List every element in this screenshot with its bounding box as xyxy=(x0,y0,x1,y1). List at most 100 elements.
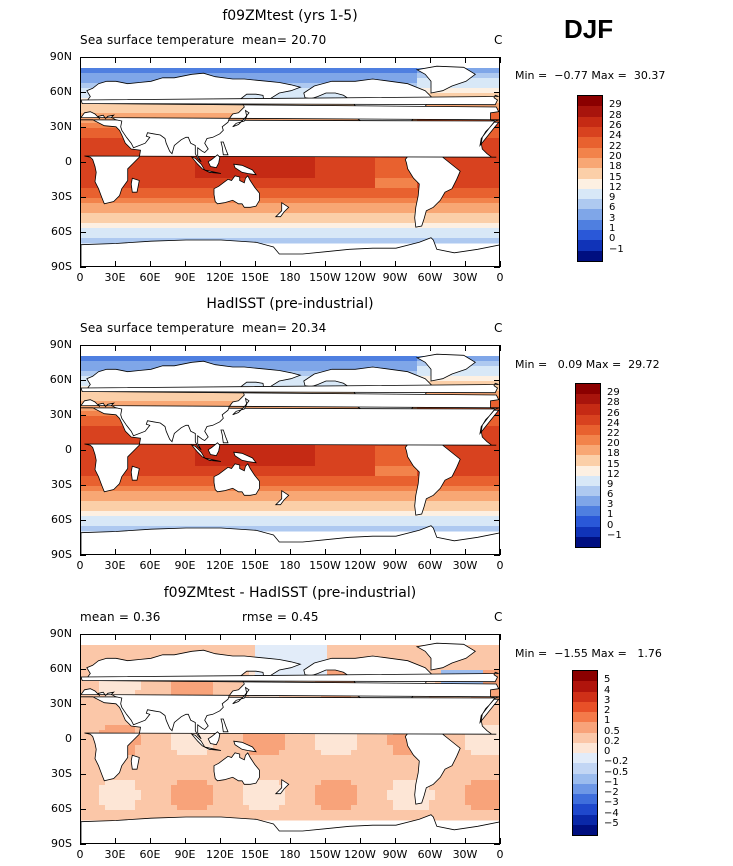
colorbar-segment xyxy=(573,824,597,835)
lon-tick-label: 30W xyxy=(452,848,478,861)
colorbar xyxy=(577,95,603,262)
colorbar-label: 18 xyxy=(609,161,622,173)
lon-tick-label: 0 xyxy=(496,271,504,284)
lat-tick-label: 0 xyxy=(65,443,72,456)
lon-tick-label: 150E xyxy=(241,848,269,861)
colorbar-segment xyxy=(576,485,600,497)
coastline xyxy=(81,237,499,266)
colorbar-label: 22 xyxy=(609,140,622,152)
coastline xyxy=(233,740,257,753)
panel-title: HadISST (pre-industrial) xyxy=(206,296,374,312)
coastline xyxy=(204,169,222,174)
lat-tick-label: 30S xyxy=(51,478,72,491)
colorbar-segment xyxy=(576,455,600,466)
colorbar-segment xyxy=(578,116,602,127)
lon-tick-label: 60W xyxy=(417,271,443,284)
colorbar-label: 6 xyxy=(607,489,614,501)
colorbar-label: 1 xyxy=(604,715,611,727)
colorbar-segment xyxy=(576,516,600,527)
coastline xyxy=(274,778,290,795)
colorbar-label: −5 xyxy=(604,817,619,829)
colorbar-segment xyxy=(576,414,600,425)
units-label: C xyxy=(494,321,503,335)
min-max-label: Min = −0.77 Max = 30.37 xyxy=(515,69,666,82)
mean-label: mean= 20.70 xyxy=(242,33,327,47)
coastline xyxy=(204,746,222,751)
colorbar-segment xyxy=(578,188,602,200)
colorbar-label: 29 xyxy=(609,99,622,111)
lat-tick-label: 60S xyxy=(51,513,72,526)
colorbar-label: 22 xyxy=(607,427,620,439)
colorbar-label: 29 xyxy=(607,387,620,399)
colorbar-segment xyxy=(576,404,600,415)
coastline xyxy=(415,353,477,382)
colorbar-label: −4 xyxy=(604,807,619,819)
colorbar-segment xyxy=(578,147,602,158)
colorbar-segment xyxy=(578,126,602,138)
lon-tick-label: 120W xyxy=(344,271,376,284)
lon-tick-label: 30W xyxy=(452,271,478,284)
coastline xyxy=(130,754,140,770)
colorbar-label: 15 xyxy=(607,458,620,470)
lon-tick-label: 180 xyxy=(279,559,301,572)
colorbar-segment xyxy=(573,701,597,712)
colorbar-segment xyxy=(578,157,602,169)
coastline xyxy=(81,649,499,740)
lon-tick-label: 180 xyxy=(279,271,301,284)
colorbar-segment xyxy=(578,178,602,189)
colorbar-segment xyxy=(573,722,597,733)
sst-map xyxy=(81,642,499,843)
coastline xyxy=(415,65,477,94)
colorbar-label: 24 xyxy=(609,130,622,142)
colorbar-segment xyxy=(576,394,600,405)
lat-tick-label: 30S xyxy=(51,767,72,780)
colorbar-segment xyxy=(573,712,597,723)
sst-map xyxy=(81,65,499,266)
variable-label: Sea surface temperature xyxy=(80,33,235,47)
colorbar-label: −3 xyxy=(604,797,619,809)
colorbar-segment xyxy=(576,536,600,547)
mean-label: mean= 20.34 xyxy=(242,321,327,335)
colorbar-segment xyxy=(573,794,597,805)
coastline xyxy=(81,696,499,782)
colorbar-segment xyxy=(573,814,597,825)
lon-tick-label: 180 xyxy=(279,848,301,861)
colorbar-segment xyxy=(573,753,597,764)
colorbar-label: 0.5 xyxy=(604,725,620,737)
lon-tick-label: 150E xyxy=(241,559,269,572)
coastline xyxy=(207,442,221,457)
coastline xyxy=(81,407,499,493)
colorbar-label: 3 xyxy=(604,694,611,706)
colorbar-label: 12 xyxy=(607,468,620,480)
mean-label: mean = 0.36 xyxy=(80,610,161,624)
coastline xyxy=(404,726,461,805)
colorbar-label: −1 xyxy=(604,776,619,788)
units-label: C xyxy=(494,610,503,624)
lon-tick-label: 60W xyxy=(417,559,443,572)
coastline xyxy=(232,686,250,705)
colorbar-label: 0 xyxy=(607,519,614,531)
map-frame xyxy=(80,634,500,844)
lat-tick-label: 90S xyxy=(51,260,72,273)
colorbar-label: 5 xyxy=(604,674,611,686)
lat-tick-label: 60N xyxy=(49,373,72,386)
colorbar-segment xyxy=(576,506,600,517)
coastline xyxy=(81,814,499,843)
colorbar-label: −1 xyxy=(609,243,624,255)
colorbar-label: 15 xyxy=(609,171,622,183)
coastline xyxy=(404,437,461,516)
colorbar-label: 12 xyxy=(609,181,622,193)
coastline xyxy=(213,175,260,208)
lon-tick-label: 90E xyxy=(174,271,196,284)
coastline xyxy=(81,94,499,106)
colorbar-label: −0.5 xyxy=(604,766,629,778)
colorbar-label: 9 xyxy=(607,478,614,490)
coastline xyxy=(232,397,250,416)
colorbar-segment xyxy=(578,199,602,210)
map-frame xyxy=(80,57,500,267)
colorbar-label: 26 xyxy=(607,407,620,419)
lat-tick-label: 90N xyxy=(49,627,72,640)
colorbar-segment xyxy=(576,475,600,486)
lat-tick-label: 0 xyxy=(65,155,72,168)
coastline xyxy=(130,177,140,193)
